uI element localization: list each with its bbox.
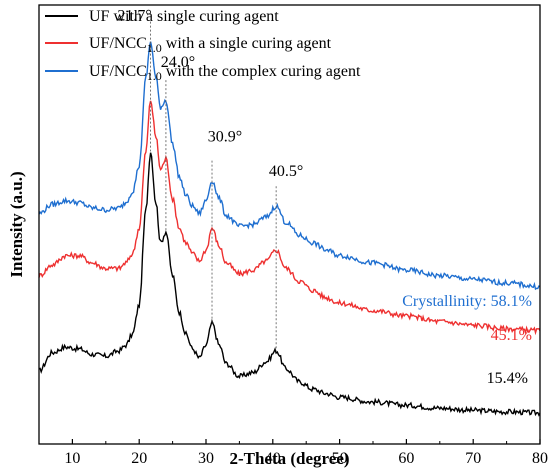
peak-label: 40.5° — [269, 163, 303, 180]
x-tick-label: 80 — [532, 450, 548, 467]
series-line-2 — [38, 100, 541, 336]
peak-label: 24.0° — [161, 54, 195, 71]
peak-markers: 21.7° 24.0° 30.9° 40.5° — [117, 8, 303, 351]
crystallinity-label-1: 15.4% — [487, 370, 528, 387]
crystallinity-label-3: Crystallinity: 58.1% — [402, 293, 532, 310]
x-tick-label: 20 — [131, 450, 147, 467]
x-tick-label: 60 — [398, 450, 414, 467]
legend-label-3: UF/NCC1.0 with the complex curing agent — [89, 63, 361, 83]
peak-label: 30.9° — [208, 129, 242, 146]
x-tick-label: 30 — [198, 450, 214, 467]
plot-frame — [38, 4, 541, 445]
legend: UF with a single curing agent UF/NCC1.0 w… — [45, 8, 361, 83]
legend-label-2: UF/NCC1.0 with a single curing agent — [89, 35, 332, 55]
x-axis: 10 20 30 40 50 60 70 80 — [64, 439, 548, 467]
x-tick-label: 70 — [465, 450, 481, 467]
x-tick-label: 40 — [265, 450, 281, 467]
plot-lines — [38, 41, 541, 417]
crystallinity-label-2: 45.1% — [491, 327, 532, 344]
x-tick-label: 50 — [332, 450, 348, 467]
peak-label: 21.7° — [117, 8, 151, 25]
series-line-3 — [38, 41, 541, 291]
legend-label-1: UF with a single curing agent — [89, 8, 279, 25]
crystallinity-labels: 15.4% 45.1% Crystallinity: 58.1% — [402, 293, 532, 387]
x-axis-title: 2-Theta (degree) — [229, 449, 349, 468]
x-tick-label: 10 — [64, 450, 80, 467]
series-line-1 — [38, 152, 541, 417]
y-axis-title: Intensity (a.u.) — [7, 171, 26, 277]
